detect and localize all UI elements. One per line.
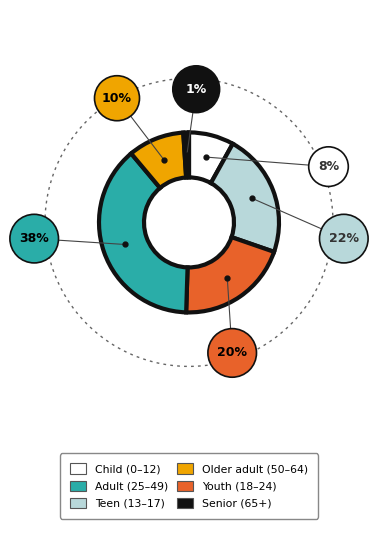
Wedge shape <box>99 154 187 313</box>
Legend: Child (0–12), Adult (25–49), Teen (13–17), Older adult (50–64), Youth (18–24), S: Child (0–12), Adult (25–49), Teen (13–17… <box>60 453 318 519</box>
Text: 38%: 38% <box>19 232 49 245</box>
Wedge shape <box>186 237 274 313</box>
Text: 1%: 1% <box>186 83 207 96</box>
Text: 22%: 22% <box>329 232 359 245</box>
Wedge shape <box>131 133 186 188</box>
Wedge shape <box>183 133 189 178</box>
Text: 10%: 10% <box>102 92 132 105</box>
Circle shape <box>309 147 348 186</box>
Circle shape <box>94 76 139 121</box>
Text: 8%: 8% <box>318 160 339 173</box>
Text: 20%: 20% <box>217 346 247 359</box>
Wedge shape <box>189 133 233 183</box>
Circle shape <box>208 329 257 377</box>
Wedge shape <box>211 144 279 252</box>
Circle shape <box>319 214 368 263</box>
Circle shape <box>10 214 59 263</box>
Circle shape <box>173 66 220 113</box>
